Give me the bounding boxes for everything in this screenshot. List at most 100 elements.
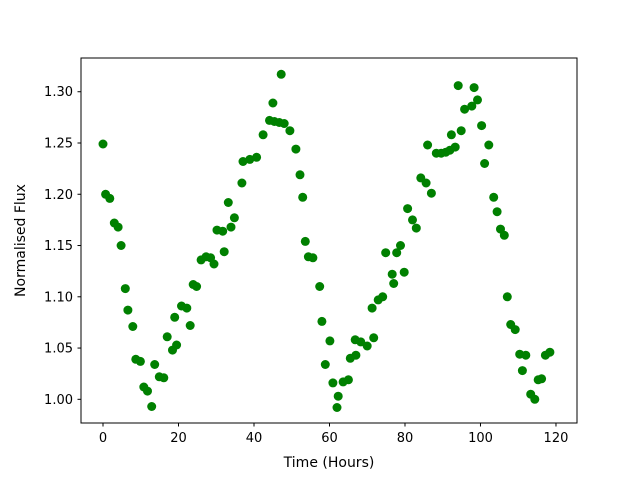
data-point — [446, 130, 456, 140]
data-point — [537, 374, 547, 384]
data-point — [469, 83, 479, 93]
data-point — [116, 241, 126, 250]
data-point — [489, 192, 499, 202]
data-point — [245, 154, 255, 164]
data-point — [268, 98, 278, 108]
x-tick-label: 60 — [321, 431, 338, 446]
data-point — [392, 248, 402, 258]
data-point — [367, 303, 377, 313]
data-point — [98, 139, 108, 149]
data-point — [219, 247, 229, 257]
y-tick-label: 1.05 — [44, 342, 73, 357]
data-point — [467, 101, 477, 111]
data-point — [502, 292, 512, 302]
data-point — [218, 226, 228, 236]
data-point — [291, 144, 301, 154]
data-point — [209, 259, 219, 269]
data-point — [123, 305, 133, 315]
data-point — [147, 402, 157, 411]
data-point — [162, 332, 172, 342]
data-point — [426, 188, 436, 198]
data-point — [143, 386, 152, 396]
y-tick-label: 1.00 — [44, 393, 73, 408]
data-point — [128, 322, 138, 331]
data-point — [279, 119, 289, 128]
y-tick-label: 1.30 — [44, 85, 73, 100]
data-point — [105, 193, 115, 203]
data-point — [298, 192, 308, 202]
y-tick-label: 1.25 — [44, 136, 73, 151]
data-point — [510, 325, 520, 335]
data-point — [226, 222, 236, 232]
data-point — [477, 121, 487, 131]
data-point — [356, 337, 366, 347]
data-point — [300, 236, 310, 246]
data-point — [389, 279, 399, 288]
data-point — [403, 204, 413, 214]
data-point — [276, 69, 286, 79]
data-point — [351, 350, 361, 360]
data-point — [150, 360, 160, 369]
data-point — [473, 95, 482, 105]
data-point — [399, 267, 409, 277]
x-tick-label: 20 — [170, 431, 187, 446]
data-point — [317, 316, 327, 326]
data-point — [285, 126, 295, 136]
data-point — [453, 81, 463, 91]
data-point — [396, 241, 405, 250]
data-point — [295, 170, 305, 180]
data-point — [456, 126, 466, 136]
data-point — [492, 207, 502, 217]
data-point — [170, 312, 180, 322]
data-point — [332, 403, 342, 412]
y-axis-label: Normalised Flux — [13, 184, 29, 297]
data-point — [185, 321, 195, 330]
data-point — [252, 152, 262, 162]
data-point — [135, 356, 145, 366]
data-point — [369, 333, 379, 343]
data-point — [521, 350, 531, 360]
data-point — [308, 253, 318, 263]
data-point — [238, 157, 248, 166]
data-point — [258, 130, 268, 140]
data-point — [460, 104, 470, 114]
data-point — [328, 378, 338, 388]
x-axis-label: Time (Hours) — [283, 455, 375, 471]
data-point — [484, 140, 494, 150]
data-point — [423, 140, 433, 150]
data-point — [517, 366, 527, 376]
y-tick-label: 1.20 — [44, 188, 73, 203]
data-point — [421, 178, 431, 188]
data-point — [530, 394, 540, 404]
data-point — [320, 360, 330, 369]
data-point — [315, 282, 325, 291]
data-point — [223, 198, 233, 207]
x-tick-label: 0 — [99, 431, 107, 446]
data-point — [159, 373, 169, 383]
data-point — [325, 336, 335, 346]
x-tick-label: 120 — [544, 431, 569, 446]
data-point — [381, 248, 391, 258]
data-point — [113, 222, 123, 232]
data-point — [480, 159, 490, 168]
data-point — [343, 375, 353, 385]
data-point — [499, 230, 509, 240]
data-point — [182, 303, 192, 313]
data-point — [362, 341, 372, 351]
y-tick-label: 1.15 — [44, 239, 73, 254]
data-point — [545, 347, 555, 357]
x-tick-label: 100 — [468, 431, 493, 446]
data-point — [172, 340, 182, 350]
data-point — [120, 284, 130, 294]
data-point — [237, 178, 247, 188]
y-tick-label: 1.10 — [44, 290, 73, 305]
x-tick-label: 80 — [397, 431, 414, 446]
data-point — [411, 223, 421, 233]
data-point — [229, 213, 239, 223]
x-tick-label: 40 — [246, 431, 263, 446]
data-point — [333, 391, 343, 401]
data-point — [387, 269, 397, 279]
data-point — [378, 292, 388, 302]
